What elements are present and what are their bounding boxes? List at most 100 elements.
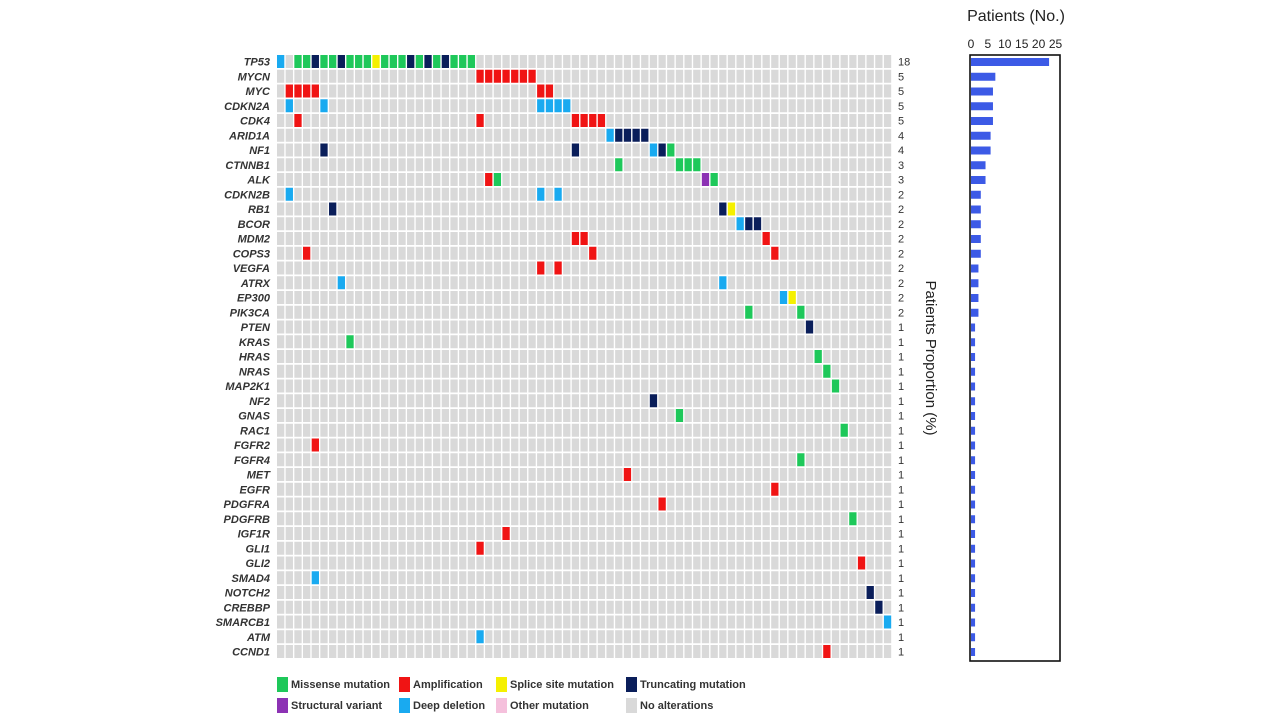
cell <box>597 143 606 157</box>
cell <box>753 128 762 142</box>
cell <box>424 261 432 275</box>
cell <box>346 571 354 585</box>
cell <box>667 84 675 98</box>
cell <box>450 423 458 437</box>
cell <box>658 586 666 599</box>
cell <box>684 335 692 349</box>
cell <box>320 527 328 540</box>
cell <box>831 615 840 629</box>
cell <box>615 468 623 481</box>
cell <box>883 350 892 363</box>
cell <box>545 350 554 363</box>
cell <box>693 512 701 526</box>
cell <box>563 55 571 68</box>
cell <box>519 114 528 127</box>
cell <box>771 217 779 231</box>
cell <box>762 512 770 526</box>
cell <box>727 291 736 304</box>
cell <box>606 379 614 393</box>
cell <box>675 114 684 127</box>
cell <box>857 615 866 629</box>
cell <box>389 69 398 83</box>
cell <box>606 438 614 452</box>
cell <box>875 99 883 113</box>
cell <box>658 320 666 334</box>
gene-row-kras <box>277 335 892 349</box>
cell <box>632 364 640 378</box>
cell <box>571 320 580 334</box>
cell <box>320 202 328 216</box>
cell <box>441 320 450 334</box>
cell <box>285 468 293 481</box>
cell <box>580 202 588 216</box>
cell <box>814 99 822 113</box>
cell <box>745 84 753 98</box>
cell <box>493 305 502 319</box>
cell <box>719 423 727 437</box>
cell <box>511 232 519 245</box>
cell <box>589 615 597 629</box>
cell <box>823 217 831 231</box>
cell <box>805 527 814 540</box>
cell <box>771 335 779 349</box>
cell <box>363 305 371 319</box>
cell <box>424 600 432 614</box>
cell <box>511 630 519 644</box>
cell <box>727 423 736 437</box>
gene-row-smad4 <box>277 571 892 585</box>
cell <box>545 217 554 231</box>
cell <box>866 497 874 511</box>
cell <box>779 541 788 555</box>
cell <box>589 497 597 511</box>
cell <box>710 571 718 585</box>
cell <box>753 202 762 216</box>
cell <box>753 84 762 98</box>
count-label: 1 <box>898 440 904 452</box>
bar-axis-tick-label: 15 <box>1015 37 1029 51</box>
cell <box>701 69 710 83</box>
cell <box>883 84 892 98</box>
cell <box>762 173 770 186</box>
cell <box>502 232 510 245</box>
cell <box>779 423 788 437</box>
cell <box>476 276 484 290</box>
cell <box>805 202 814 216</box>
cell <box>485 335 493 349</box>
cell <box>866 84 874 98</box>
cell <box>311 527 319 540</box>
cell <box>719 261 727 275</box>
cell <box>597 453 606 467</box>
cell <box>857 497 866 511</box>
cell <box>485 409 493 422</box>
cell <box>632 305 640 319</box>
cell <box>649 512 658 526</box>
gene-label: COPS3 <box>233 248 270 260</box>
cell <box>658 423 666 437</box>
cell <box>398 350 406 363</box>
count-label: 2 <box>898 234 904 246</box>
cell <box>771 571 779 585</box>
cell <box>424 379 432 393</box>
cell <box>303 527 311 540</box>
cell <box>476 438 484 452</box>
cell <box>372 394 380 408</box>
cell <box>641 143 649 157</box>
gene-row-pdgfra <box>277 497 892 511</box>
bar-met <box>971 471 976 479</box>
cell <box>649 128 658 142</box>
cell <box>476 615 484 629</box>
cell <box>571 335 580 349</box>
cell <box>849 143 857 157</box>
cell <box>580 276 588 290</box>
cell <box>337 630 345 644</box>
cell <box>779 394 788 408</box>
cell <box>303 482 311 496</box>
cell <box>580 128 588 142</box>
gene-row-cdkn2a <box>277 99 892 113</box>
cell <box>389 556 398 570</box>
cell <box>771 468 779 481</box>
cell <box>693 453 701 467</box>
cell <box>467 114 476 127</box>
cell <box>485 217 493 231</box>
cell <box>285 438 293 452</box>
